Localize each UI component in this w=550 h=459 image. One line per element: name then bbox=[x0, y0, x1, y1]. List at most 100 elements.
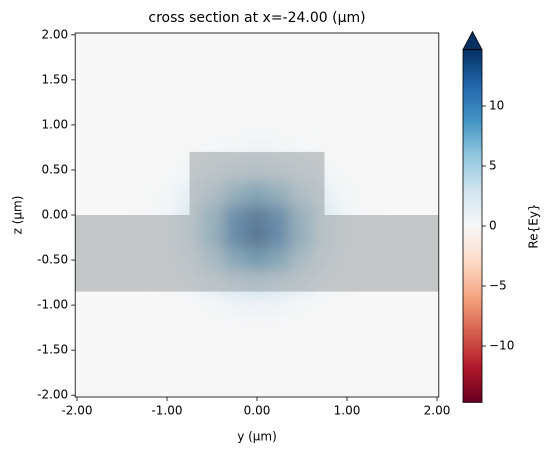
x-tick-label: 0.00 bbox=[244, 404, 271, 418]
x-tick-label: 1.00 bbox=[334, 404, 361, 418]
heat-cell bbox=[155, 33, 179, 47]
structure bbox=[75, 215, 439, 292]
heat-cell bbox=[155, 361, 179, 385]
heat-cell bbox=[75, 46, 89, 70]
heat-cell bbox=[155, 293, 179, 317]
heat-cell bbox=[358, 181, 382, 205]
heat-cell bbox=[403, 113, 427, 137]
heat-cell bbox=[110, 316, 134, 340]
heat-cell bbox=[380, 33, 404, 47]
heat-cell bbox=[110, 158, 134, 182]
heat-cell bbox=[335, 383, 359, 397]
heat-cell bbox=[425, 33, 439, 47]
heat-cell bbox=[425, 113, 439, 137]
heat-cell bbox=[75, 158, 89, 182]
heat-cell bbox=[200, 46, 224, 70]
heat-cell bbox=[133, 181, 157, 205]
heat-cell bbox=[380, 68, 404, 92]
heat-cell bbox=[133, 113, 157, 137]
heat-cell bbox=[425, 158, 439, 182]
heat-cell bbox=[223, 113, 247, 137]
heat-cell bbox=[380, 136, 404, 160]
heat-cell bbox=[313, 113, 337, 137]
heat-cell bbox=[290, 33, 314, 47]
heat-cell bbox=[290, 316, 314, 340]
heat-cell bbox=[380, 113, 404, 137]
x-tick-label: -1.00 bbox=[151, 404, 182, 418]
heat-cell bbox=[200, 293, 224, 317]
heat-cell bbox=[178, 68, 202, 92]
heat-cell bbox=[155, 91, 179, 115]
heat-cell bbox=[313, 68, 337, 92]
heat-cell bbox=[200, 383, 224, 397]
heat-cell bbox=[88, 338, 112, 362]
heat-cell bbox=[268, 113, 292, 137]
heat-cell bbox=[290, 91, 314, 115]
heat-cell bbox=[425, 316, 439, 340]
heat-cell bbox=[358, 113, 382, 137]
heat-cell bbox=[245, 338, 269, 362]
heat-cell bbox=[133, 68, 157, 92]
heat-cell bbox=[178, 316, 202, 340]
heat-cell bbox=[178, 113, 202, 137]
heat-cell bbox=[403, 293, 427, 317]
heat-cell bbox=[245, 91, 269, 115]
heat-cell bbox=[358, 91, 382, 115]
heat-cell bbox=[155, 68, 179, 92]
heat-cell bbox=[110, 113, 134, 137]
heat-cell bbox=[245, 113, 269, 137]
heat-cell bbox=[268, 361, 292, 385]
heat-cell bbox=[268, 46, 292, 70]
y-tick-label: 0.00 bbox=[41, 208, 68, 222]
heat-cell bbox=[425, 91, 439, 115]
heat-cell bbox=[110, 293, 134, 317]
colorbar-tick-label: 5 bbox=[489, 159, 497, 173]
heat-cell bbox=[223, 46, 247, 70]
heat-cell bbox=[155, 46, 179, 70]
colorbar-tick-label: 0 bbox=[489, 219, 497, 233]
heat-cell bbox=[290, 361, 314, 385]
heat-cell bbox=[290, 383, 314, 397]
heat-cell bbox=[358, 338, 382, 362]
heat-cell bbox=[403, 361, 427, 385]
colorbar-tick-label: −10 bbox=[489, 339, 514, 353]
heat-cell bbox=[358, 33, 382, 47]
heat-cell bbox=[268, 33, 292, 47]
heat-cell bbox=[335, 33, 359, 47]
heat-cell bbox=[200, 91, 224, 115]
heat-cell bbox=[75, 361, 89, 385]
y-tick-label: 1.00 bbox=[41, 117, 68, 131]
heat-cell bbox=[223, 293, 247, 317]
heat-cell bbox=[335, 136, 359, 160]
heat-cell bbox=[110, 91, 134, 115]
heat-cell bbox=[335, 158, 359, 182]
heat-cell bbox=[358, 68, 382, 92]
heat-cell bbox=[75, 181, 89, 205]
heat-cell bbox=[88, 293, 112, 317]
heat-cell bbox=[155, 158, 179, 182]
heat-cell bbox=[178, 46, 202, 70]
heat-cell bbox=[75, 316, 89, 340]
heat-cell bbox=[75, 91, 89, 115]
heat-cell bbox=[425, 383, 439, 397]
heat-cell bbox=[313, 338, 337, 362]
heat-cell bbox=[133, 91, 157, 115]
heat-cell bbox=[268, 293, 292, 317]
heat-cell bbox=[290, 338, 314, 362]
heat-cell bbox=[268, 338, 292, 362]
heat-cell bbox=[290, 293, 314, 317]
heat-cell bbox=[178, 383, 202, 397]
heat-cell bbox=[380, 338, 404, 362]
heat-cell bbox=[75, 136, 89, 160]
colorbar-extend bbox=[462, 30, 483, 50]
heat-cell bbox=[178, 91, 202, 115]
heat-cell bbox=[313, 33, 337, 47]
heat-cell bbox=[425, 136, 439, 160]
heat-cell bbox=[380, 293, 404, 317]
heat-cell bbox=[335, 46, 359, 70]
heat-cell bbox=[75, 33, 89, 47]
heat-cell bbox=[155, 316, 179, 340]
heat-cell bbox=[200, 68, 224, 92]
heat-cell bbox=[223, 91, 247, 115]
